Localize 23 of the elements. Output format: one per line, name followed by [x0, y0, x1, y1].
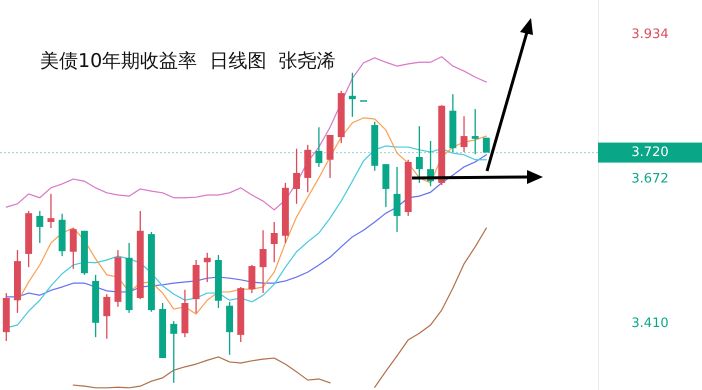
candlestick [394, 166, 401, 233]
candlestick [248, 264, 256, 294]
candlestick [170, 320, 178, 384]
line-series [16, 117, 487, 315]
candlestick [460, 116, 468, 153]
y-tick-label: 3.672 [631, 172, 669, 187]
candlestick [270, 221, 278, 263]
y-tick-label: 3.410 [631, 316, 669, 331]
candlestick [416, 125, 423, 184]
ref-line-label: 3.720 [631, 145, 669, 160]
candlestick [36, 210, 44, 244]
candlestick [482, 137, 490, 154]
line-series [6, 154, 487, 298]
candlestick [348, 72, 356, 118]
text: 美债10年期收益率 日线图 张尧浠 [40, 50, 336, 72]
candlestick [315, 126, 322, 168]
candlestick [472, 108, 479, 155]
y-tick-label: 3.934 [631, 27, 669, 42]
candlestick [260, 230, 267, 294]
candlestick [70, 227, 77, 270]
candlestick [103, 294, 110, 340]
candlestick [293, 148, 300, 204]
candlestick [47, 193, 54, 229]
